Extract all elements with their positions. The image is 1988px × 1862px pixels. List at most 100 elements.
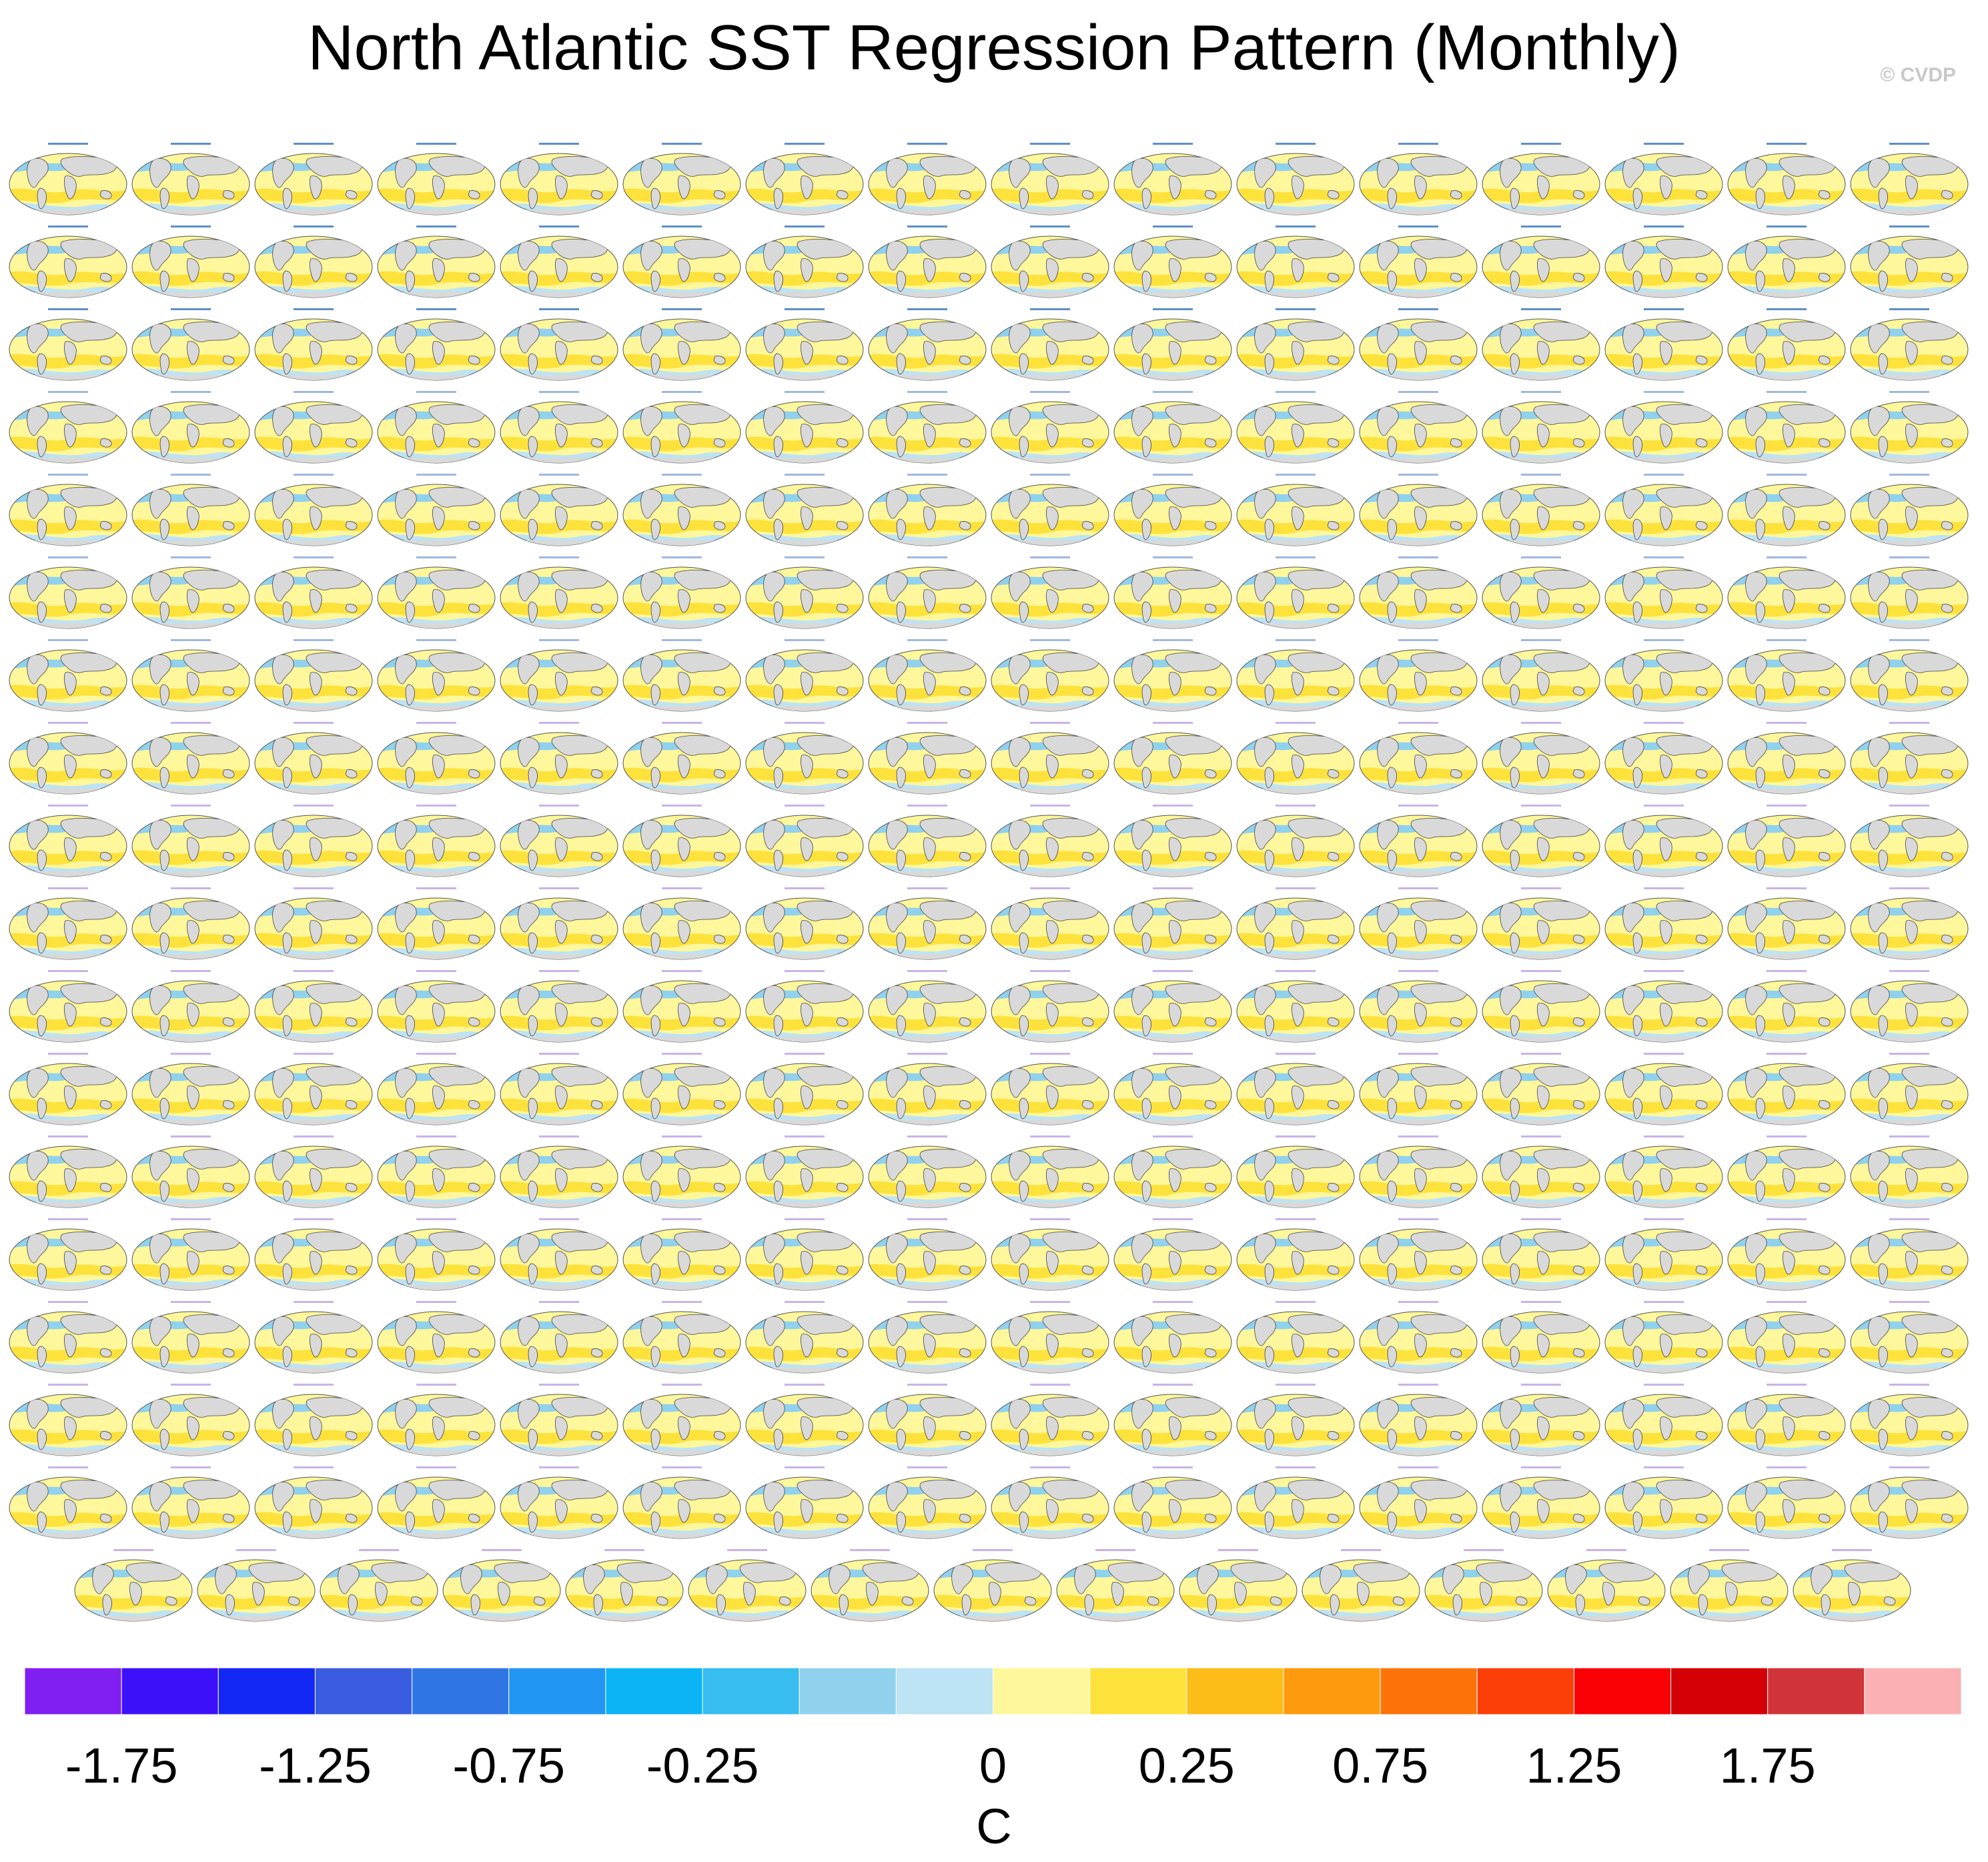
regression-map-panel [1481,556,1601,632]
panel-title-mark [294,805,334,807]
regression-map-panel [1604,1466,1724,1542]
regression-map-panel [744,556,865,632]
panel-title-mark [1644,805,1684,807]
panel-title-mark [416,308,456,310]
regression-map-panel [810,1549,930,1625]
panel-title-mark [1398,308,1438,310]
colorbar-swatch [702,1668,800,1715]
panel-title-mark [539,639,579,641]
regression-map-panel [1358,1053,1478,1129]
regression-map-panel [254,1466,374,1542]
panel-title-mark [416,474,456,476]
panel-title-mark [785,1135,825,1137]
panel-title-mark [359,1549,399,1551]
regression-map-panel [131,1135,251,1212]
panel-title-mark [48,639,88,641]
regression-map-panel [1726,1218,1847,1294]
panel-title-mark [1398,1053,1438,1055]
panel-title-mark [48,887,88,889]
regression-map-panel [8,722,128,798]
panel-title-mark [662,805,702,807]
panel-title-mark [48,805,88,807]
regression-map-panel [867,556,987,632]
regression-map-panel [744,1384,865,1460]
panel-title-mark [1889,143,1929,145]
regression-map-panel [622,1218,742,1294]
panel-title-mark [416,639,456,641]
regression-map-panel [1113,1301,1233,1377]
regression-map-panel [1604,970,1724,1046]
panel-title-mark [1709,1549,1749,1551]
regression-map-panel [622,639,742,715]
regression-map-panel [1726,474,1847,550]
panel-title-mark [1644,970,1684,972]
regression-map-panel [376,1135,496,1212]
panel-title-mark [662,556,702,558]
panel-title-mark [539,887,579,889]
regression-map-panel [1235,970,1356,1046]
panel-title-mark [1889,639,1929,641]
panel-title-mark [1153,1301,1193,1303]
regression-map-panel [8,970,128,1046]
regression-map-panel [622,474,742,550]
panel-title-mark [236,1549,276,1551]
panel-title-mark [1153,143,1193,145]
panel-title-mark [1464,1549,1504,1551]
panel-title-mark [1767,308,1807,310]
regression-map-panel [1604,805,1724,881]
panel-title-mark [1398,1384,1438,1386]
panel-title-mark [785,143,825,145]
panel-title-mark [1586,1549,1626,1551]
panel-title-mark [1521,1135,1561,1137]
regression-map-panel [622,805,742,881]
panel-title-mark [907,1053,947,1055]
panel-title-mark [1030,308,1070,310]
panel-title-mark [539,1218,579,1220]
panel-title-mark [539,1301,579,1303]
panel-title-mark [1276,639,1316,641]
panel-title-mark [1521,1218,1561,1220]
panel-title-mark [1030,1466,1070,1468]
panel-title-mark [1889,391,1929,393]
colorbar-swatch [1283,1668,1381,1715]
panel-title-mark [539,805,579,807]
regression-map-panel [1481,1135,1601,1212]
panel-title-mark [1153,474,1193,476]
regression-map-panel [1113,722,1233,798]
regression-map-panel [1358,1135,1478,1212]
regression-map-panel [1849,805,1969,881]
panel-title-mark [1030,1135,1070,1137]
regression-map-panel [1481,887,1601,963]
regression-map-panel [1604,1053,1724,1129]
regression-map-panel [1481,722,1601,798]
regression-map-panel [990,722,1110,798]
panel-title-mark [662,1218,702,1220]
regression-map-panel [499,391,619,467]
panel-title-mark [48,1466,88,1468]
regression-map-panel [1235,143,1356,219]
panel-title-mark [294,639,334,641]
panel-title-mark [1276,722,1316,724]
panel-title-mark [1398,143,1438,145]
regression-map-panel [1604,556,1724,632]
panel-title-mark [1644,391,1684,393]
panel-title-mark [907,887,947,889]
regression-map-panel [1113,1466,1233,1542]
regression-map-panel [867,639,987,715]
panel-title-mark [1030,970,1070,972]
regression-map-panel [744,308,865,384]
regression-map-panel [254,143,374,219]
regression-map-panel [1726,1301,1847,1377]
regression-map-panel [744,887,865,963]
panel-title-mark [539,1466,579,1468]
regression-map-panel [499,556,619,632]
regression-map-panel [1849,722,1969,798]
panel-title-mark [171,391,211,393]
regression-map-panel [254,1135,374,1212]
panel-title-mark [1521,391,1561,393]
panel-title-mark [171,1466,211,1468]
panel-title-mark [1398,1301,1438,1303]
regression-map-panel [131,391,251,467]
regression-map-panel [1849,556,1969,632]
regression-map-panel [1604,474,1724,550]
